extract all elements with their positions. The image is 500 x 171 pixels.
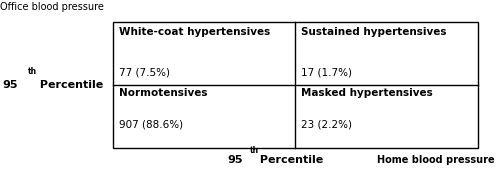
Text: Office blood pressure: Office blood pressure [0,2,104,12]
Text: Sustained hypertensives: Sustained hypertensives [301,27,446,37]
Text: White-coat hypertensives: White-coat hypertensives [118,27,270,37]
Text: Masked hypertensives: Masked hypertensives [301,89,433,98]
Text: 77 (7.5%): 77 (7.5%) [118,68,170,78]
Bar [112,22,478,148]
Text: 23 (2.2%): 23 (2.2%) [301,119,352,129]
Text: Percentile: Percentile [36,80,104,90]
Text: 17 (1.7%): 17 (1.7%) [301,68,352,78]
Text: th: th [250,146,259,155]
Text: Normotensives: Normotensives [118,89,207,98]
Text: 907 (88.6%): 907 (88.6%) [118,119,182,129]
Text: th: th [28,67,36,76]
Text: Percentile: Percentile [256,155,324,165]
Text: Home blood pressure: Home blood pressure [378,155,495,165]
Text: 95: 95 [228,155,243,165]
Text: 95: 95 [2,80,18,90]
